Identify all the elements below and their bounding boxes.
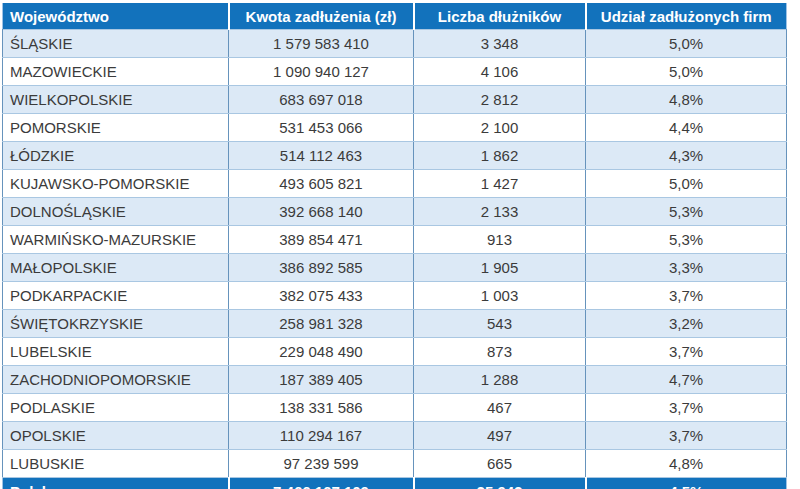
amount-cell: 514 112 463 [229,142,414,170]
table-row: POMORSKIE 531 453 066 2 100 4,4% [3,114,787,142]
debtors-cell: 913 [414,226,586,254]
debtors-cell: 873 [414,338,586,366]
voivodeship-cell: DOLNOŚLĄSKIE [3,198,229,226]
debtors-cell: 1 288 [414,366,586,394]
voivodeship-cell: PODKARPACKIE [3,282,229,310]
share-cell: 4,4% [586,114,787,142]
amount-cell: 493 605 821 [229,170,414,198]
voivodeship-cell: WARMIŃSKO-MAZURSKIE [3,226,229,254]
amount-cell: 531 453 066 [229,114,414,142]
debtors-cell: 1 905 [414,254,586,282]
debtors-cell: 1 427 [414,170,586,198]
share-cell: 3,7% [586,282,787,310]
total-amount-cell: 7 466 167 109 [229,478,414,489]
amount-cell: 389 854 471 [229,226,414,254]
share-cell: 5,0% [586,58,787,86]
amount-cell: 110 294 167 [229,422,414,450]
debt-by-voivodeship-table: Województwo Kwota zadłużenia (zł) Liczba… [2,3,787,489]
debtors-cell: 3 348 [414,30,586,58]
voivodeship-cell: ŁÓDZKIE [3,142,229,170]
amount-cell: 392 668 140 [229,198,414,226]
voivodeship-cell: ŚLĄSKIE [3,30,229,58]
table-row: ŚLĄSKIE 1 579 583 410 3 348 5,0% [3,30,787,58]
table-row: KUJAWSKO-POMORSKIE 493 605 821 1 427 5,0… [3,170,787,198]
share-cell: 5,0% [586,170,787,198]
voivodeship-cell: PODLASKIE [3,394,229,422]
debtors-cell: 467 [414,394,586,422]
share-cell: 3,3% [586,254,787,282]
table-row: PODKARPACKIE 382 075 433 1 003 3,7% [3,282,787,310]
share-cell: 5,0% [586,30,787,58]
table-row: DOLNOŚLĄSKIE 392 668 140 2 133 5,3% [3,198,787,226]
total-row: Polska 7 466 167 109 25 942 4,5% [3,478,787,489]
voivodeship-cell: POMORSKIE [3,114,229,142]
table-row: ZACHODNIOPOMORSKIE 187 389 405 1 288 4,7… [3,366,787,394]
total-share-cell: 4,5% [586,478,787,489]
voivodeship-cell: ŚWIĘTOKRZYSKIE [3,310,229,338]
debtors-cell: 4 106 [414,58,586,86]
amount-cell: 382 075 433 [229,282,414,310]
voivodeship-cell: LUBELSKIE [3,338,229,366]
share-cell: 4,7% [586,366,787,394]
debtors-cell: 2 812 [414,86,586,114]
voivodeship-cell: LUBUSKIE [3,450,229,478]
table-row: LUBELSKIE 229 048 490 873 3,7% [3,338,787,366]
table-row: LUBUSKIE 97 239 599 665 4,8% [3,450,787,478]
debtors-cell: 1 003 [414,282,586,310]
voivodeship-cell: MAZOWIECKIE [3,58,229,86]
share-cell: 5,3% [586,226,787,254]
amount-cell: 97 239 599 [229,450,414,478]
table-row: PODLASKIE 138 331 586 467 3,7% [3,394,787,422]
table-row: MAZOWIECKIE 1 090 940 127 4 106 5,0% [3,58,787,86]
table-row: OPOLSKIE 110 294 167 497 3,7% [3,422,787,450]
table-row: WARMIŃSKO-MAZURSKIE 389 854 471 913 5,3% [3,226,787,254]
debtors-cell: 543 [414,310,586,338]
page: Województwo Kwota zadłużenia (zł) Liczba… [0,0,800,489]
col-header-kwota-zadluzenia: Kwota zadłużenia (zł) [229,3,414,30]
table-row: MAŁOPOLSKIE 386 892 585 1 905 3,3% [3,254,787,282]
debtors-cell: 1 862 [414,142,586,170]
voivodeship-cell: MAŁOPOLSKIE [3,254,229,282]
col-header-liczba-dluznikow: Liczba dłużników [414,3,586,30]
amount-cell: 1 579 583 410 [229,30,414,58]
share-cell: 5,3% [586,198,787,226]
share-cell: 4,3% [586,142,787,170]
col-header-udzial-zadluzonych-firm: Udział zadłużonych firm [586,3,787,30]
share-cell: 4,8% [586,86,787,114]
amount-cell: 138 331 586 [229,394,414,422]
amount-cell: 229 048 490 [229,338,414,366]
table-row: WIELKOPOLSKIE 683 697 018 2 812 4,8% [3,86,787,114]
share-cell: 3,7% [586,422,787,450]
total-label-cell: Polska [3,478,229,489]
voivodeship-cell: KUJAWSKO-POMORSKIE [3,170,229,198]
debtors-cell: 2 100 [414,114,586,142]
amount-cell: 258 981 328 [229,310,414,338]
amount-cell: 386 892 585 [229,254,414,282]
table-row: ŁÓDZKIE 514 112 463 1 862 4,3% [3,142,787,170]
share-cell: 3,7% [586,338,787,366]
voivodeship-cell: OPOLSKIE [3,422,229,450]
amount-cell: 683 697 018 [229,86,414,114]
share-cell: 3,2% [586,310,787,338]
amount-cell: 1 090 940 127 [229,58,414,86]
total-debtors-cell: 25 942 [414,478,586,489]
voivodeship-cell: WIELKOPOLSKIE [3,86,229,114]
voivodeship-cell: ZACHODNIOPOMORSKIE [3,366,229,394]
debtors-cell: 2 133 [414,198,586,226]
debtors-cell: 665 [414,450,586,478]
share-cell: 3,7% [586,394,787,422]
col-header-wojewodztwo: Województwo [3,3,229,30]
debtors-cell: 497 [414,422,586,450]
amount-cell: 187 389 405 [229,366,414,394]
table-row: ŚWIĘTOKRZYSKIE 258 981 328 543 3,2% [3,310,787,338]
share-cell: 4,8% [586,450,787,478]
header-row: Województwo Kwota zadłużenia (zł) Liczba… [3,3,787,30]
table-body: ŚLĄSKIE 1 579 583 410 3 348 5,0% MAZOWIE… [3,30,787,478]
